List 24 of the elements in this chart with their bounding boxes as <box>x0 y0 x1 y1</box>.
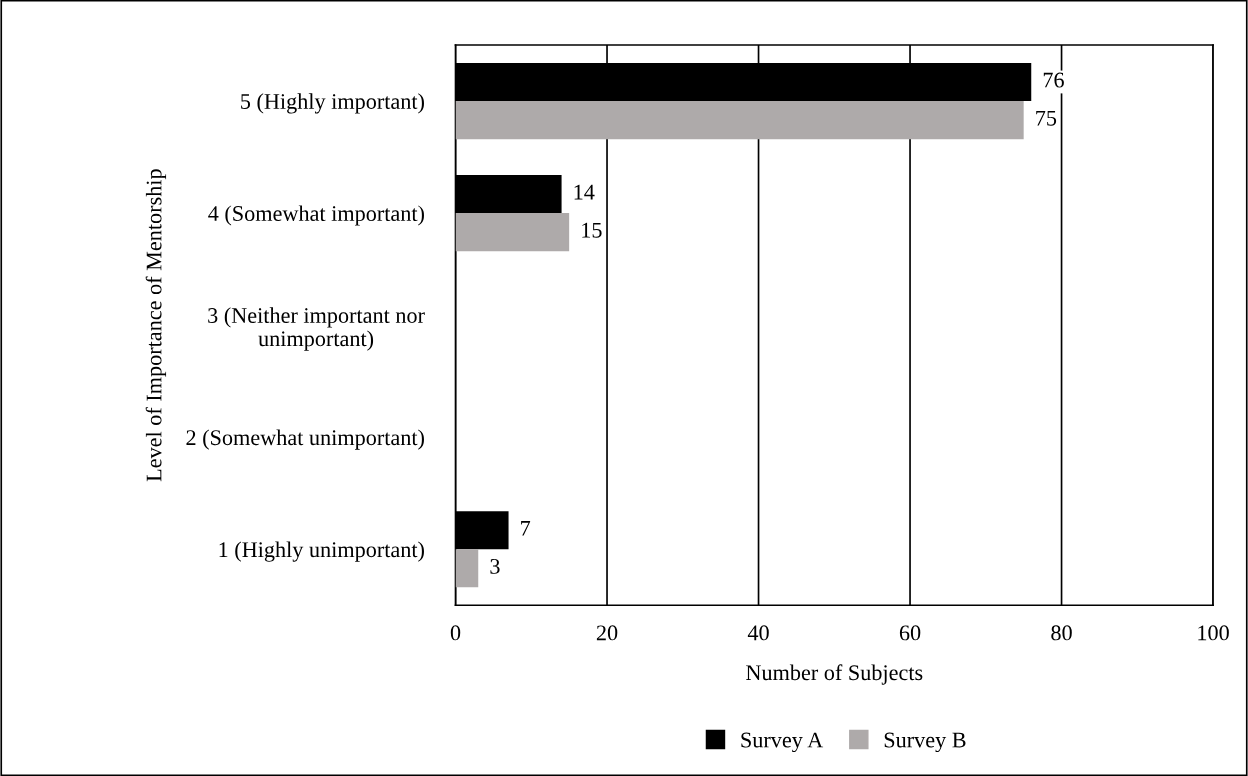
data-label: 3 <box>490 558 500 574</box>
legend-label: Survey A <box>741 732 824 753</box>
x-tick-label: 100 <box>1198 625 1229 641</box>
bar <box>455 101 1024 140</box>
x-tick-label: 60 <box>899 625 921 641</box>
data-label: 15 <box>582 222 602 238</box>
y-tick-label: 5 (Highly important) <box>241 93 424 114</box>
y-tick-label: 4 (Somewhat important) <box>208 205 424 226</box>
x-axis-title: Number of Subjects <box>746 664 923 685</box>
y-tick-label: 3 (Neither important nor unimportant) <box>208 307 425 351</box>
bar <box>455 213 570 252</box>
y-tick-label: 2 (Somewhat unimportant) <box>186 429 424 450</box>
x-tick-label: 80 <box>1051 625 1072 641</box>
x-tick-label: 20 <box>596 625 618 641</box>
data-label: 75 <box>1036 110 1057 126</box>
y-tick-label: 1 (Highly unimportant) <box>219 541 424 562</box>
x-tick-label: 40 <box>747 625 769 641</box>
x-tick-label: 0 <box>450 625 461 641</box>
y-axis-title: Level of Importance of Mentorship <box>145 169 167 482</box>
legend-label: Survey B <box>884 732 966 753</box>
data-label: 7 <box>521 521 531 536</box>
data-label: 14 <box>574 184 595 200</box>
data-label: 76 <box>1043 72 1064 88</box>
bar <box>455 549 479 588</box>
